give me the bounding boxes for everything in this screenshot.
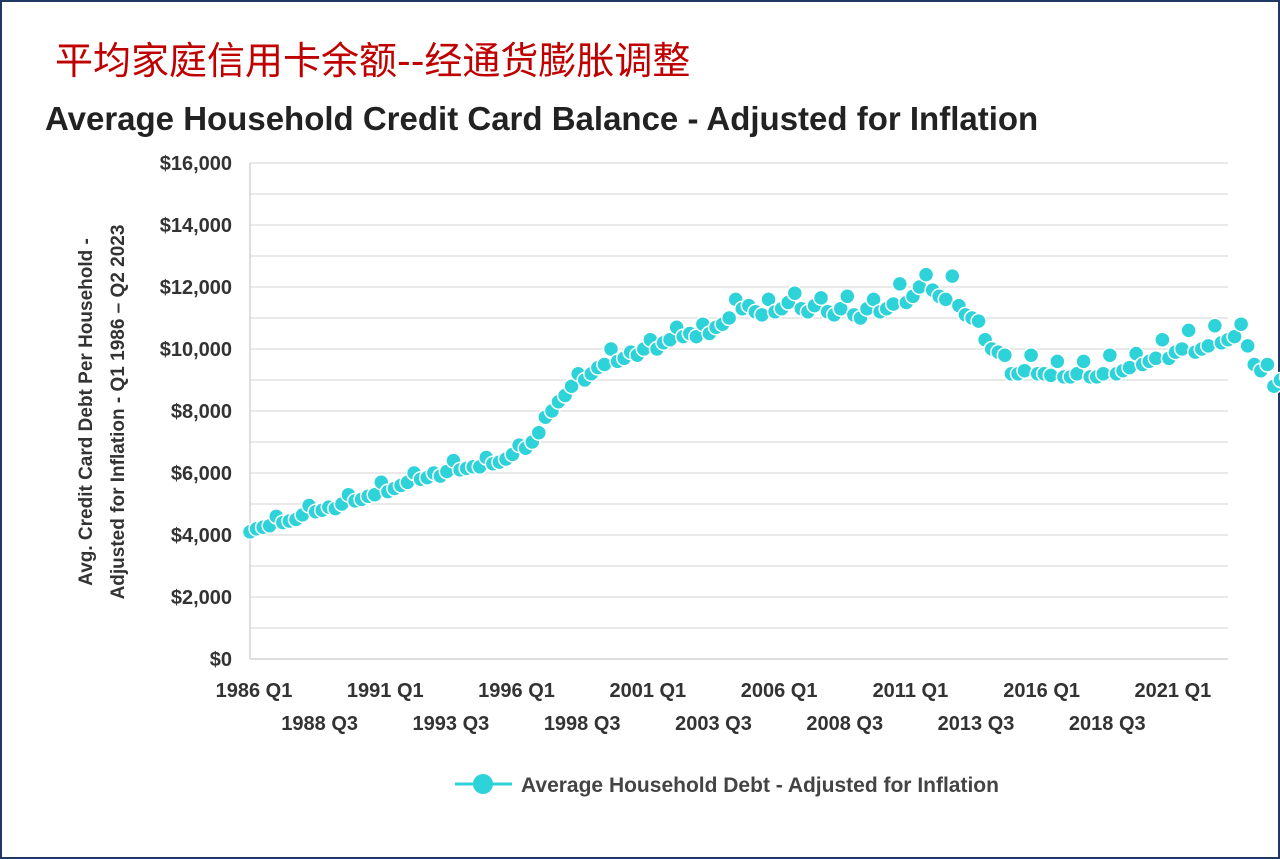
y-tick-label: $8,000 xyxy=(171,401,232,423)
chart-title: Average Household Credit Card Balance - … xyxy=(45,100,1039,137)
data-point xyxy=(891,275,909,293)
data-point xyxy=(1154,331,1171,348)
y-axis-label-line: Adjusted for Inflation - Q1 1986 – Q2 20… xyxy=(108,225,129,600)
x-axis-ticks: 1986 Q1 1991 Q1 1996 Q1 2001 Q1 2006 Q1 2011 … xyxy=(216,680,1212,735)
data-point xyxy=(1232,315,1250,333)
data-point xyxy=(1101,346,1119,364)
data-point xyxy=(917,266,935,283)
y-tick-label: $10,000 xyxy=(160,339,232,361)
data-point xyxy=(812,289,830,307)
data-point xyxy=(1022,346,1040,364)
data-point xyxy=(970,312,987,330)
data-point xyxy=(1272,371,1280,389)
data-point xyxy=(937,291,955,308)
x-tick-label: 2021 Q1 xyxy=(1135,680,1212,702)
data-points xyxy=(241,266,1280,541)
x-tick-label: 1996 Q1 xyxy=(478,680,555,702)
legend-label: Average Household Debt - Adjusted for In… xyxy=(521,774,999,797)
y-tick-label: $14,000 xyxy=(160,215,232,237)
data-point xyxy=(720,309,738,327)
y-tick-label: $0 xyxy=(210,649,232,671)
x-tick-label: 1991 Q1 xyxy=(347,680,424,702)
x-tick-label: 2006 Q1 xyxy=(741,680,818,702)
legend: Average Household Debt - Adjusted for In… xyxy=(455,774,999,797)
x-tick-label: 1998 Q3 xyxy=(544,713,621,735)
y-axis-label-line: Avg. Credit Card Debt Per Household - xyxy=(76,238,97,586)
x-tick-label: 2018 Q3 xyxy=(1069,713,1146,735)
data-point xyxy=(1239,337,1256,355)
data-point xyxy=(786,284,804,302)
y-tick-label: $6,000 xyxy=(171,463,232,485)
x-tick-label: 1993 Q3 xyxy=(413,713,490,735)
x-tick-label: 2001 Q1 xyxy=(609,680,686,702)
data-point xyxy=(839,288,856,305)
data-point xyxy=(1180,322,1197,339)
x-tick-label: 2016 Q1 xyxy=(1003,680,1080,702)
x-tick-label: 1986 Q1 xyxy=(216,680,293,702)
x-tick-label: 2013 Q3 xyxy=(938,713,1015,735)
data-point xyxy=(944,267,961,285)
y-axis-ticks: $0 $2,000 $4,000 $6,000 $8,000 $10,000 $12,000… xyxy=(160,153,232,671)
data-point xyxy=(1259,356,1276,373)
y-axis-label: Avg. Credit Card Debt Per Household - Adj… xyxy=(76,225,129,600)
x-tick-label: 2008 Q3 xyxy=(806,713,883,735)
data-point xyxy=(530,424,548,441)
x-tick-label: 2003 Q3 xyxy=(675,713,752,735)
y-tick-label: $16,000 xyxy=(160,153,232,175)
data-point xyxy=(1206,317,1224,334)
data-point xyxy=(1075,353,1092,370)
chinese-title: 平均家庭信用卡余额--经通货膨胀调整 xyxy=(55,39,691,83)
data-point xyxy=(996,346,1014,364)
legend-marker xyxy=(473,774,493,794)
data-point xyxy=(1049,353,1066,370)
x-tick-label: 2011 Q1 xyxy=(873,680,949,702)
gridlines xyxy=(249,162,1228,660)
y-tick-label: $12,000 xyxy=(160,277,232,299)
x-tick-label: 1988 Q3 xyxy=(281,713,358,735)
y-tick-label: $4,000 xyxy=(171,525,232,547)
y-tick-label: $2,000 xyxy=(171,587,232,609)
